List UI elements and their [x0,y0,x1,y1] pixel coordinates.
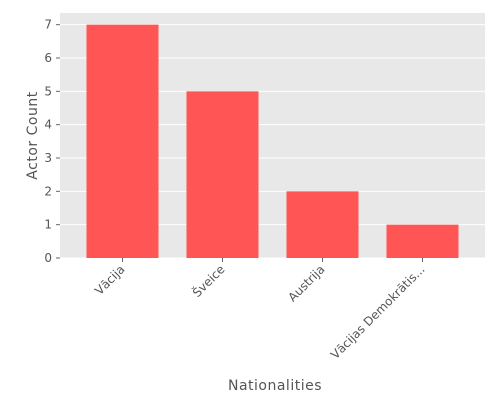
bar [86,24,159,258]
x-tick-label: Austrija [285,262,327,304]
y-tick-label: 3 [44,151,52,165]
x-tick-label: Vācijas Demokrātis... [328,262,428,362]
x-tick-label: Vācija [92,262,127,297]
bar [286,191,359,258]
y-tick-label: 6 [44,51,52,65]
y-tick-label: 2 [44,184,52,198]
y-tick-label: 4 [44,118,52,132]
y-tick-label: 7 [44,18,52,32]
bar [186,91,259,258]
x-axis-ticks: Vācija Šveice Austrija Vācijas Demokrātis..… [92,258,428,362]
y-axis-title: Actor Count [25,91,41,179]
y-tick-label: 5 [44,84,52,98]
x-tick-label: Šveice [189,262,227,300]
x-axis-title: Nationalities [228,378,322,394]
bar [386,224,459,258]
y-axis-ticks: 0 1 2 3 4 5 6 7 [44,18,60,265]
y-tick-label: 0 [44,251,52,265]
bars [86,24,459,258]
y-tick-label: 1 [44,218,52,232]
